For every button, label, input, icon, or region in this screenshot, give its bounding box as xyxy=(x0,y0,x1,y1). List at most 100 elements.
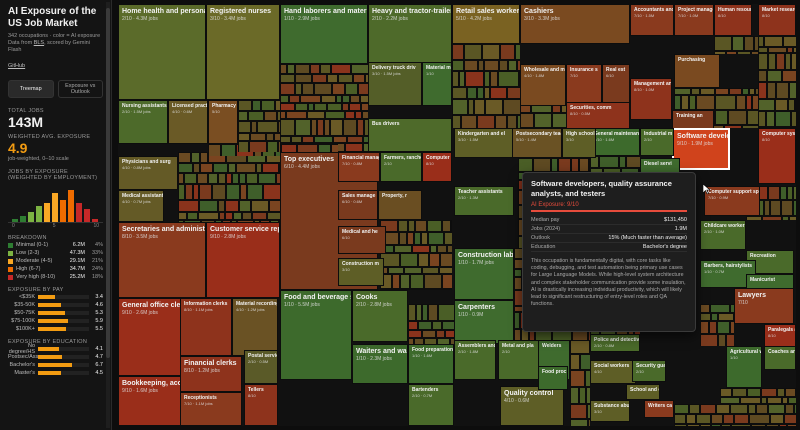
treemap-cell[interactable]: Childcare workers 2/10 · 1.0M xyxy=(700,220,746,250)
treemap-tile[interactable] xyxy=(442,220,451,232)
treemap-tile[interactable] xyxy=(507,115,517,128)
treemap-tile[interactable] xyxy=(700,304,710,313)
treemap-tile[interactable] xyxy=(533,158,551,172)
treemap-tile[interactable] xyxy=(358,83,368,95)
treemap-cell[interactable]: Insurance s 7/10 xyxy=(566,64,602,106)
treemap-cell[interactable]: Construction m 3/10 xyxy=(338,258,384,286)
treemap-tile[interactable] xyxy=(775,111,791,127)
treemap-tile[interactable] xyxy=(732,36,744,51)
treemap-tile[interactable] xyxy=(280,74,295,83)
treemap-tile[interactable] xyxy=(674,404,689,414)
treemap-cell[interactable]: Bus drivers xyxy=(368,118,452,152)
treemap-tile[interactable] xyxy=(461,115,477,128)
treemap-tile[interactable] xyxy=(795,99,796,111)
treemap-tile[interactable] xyxy=(260,220,270,222)
treemap-tile[interactable] xyxy=(787,47,793,53)
treemap-tile[interactable] xyxy=(689,404,700,414)
sidebar-scrollbar[interactable] xyxy=(106,2,110,428)
treemap-tile[interactable] xyxy=(734,414,749,424)
treemap-tile[interactable] xyxy=(199,200,218,212)
treemap-tile[interactable] xyxy=(338,74,353,83)
treemap-tile[interactable] xyxy=(740,397,761,404)
treemap-tile[interactable] xyxy=(361,103,368,111)
treemap-cell[interactable]: Writers ca xyxy=(644,400,674,418)
treemap-tile[interactable] xyxy=(347,136,363,143)
treemap-tile[interactable] xyxy=(781,200,793,216)
treemap-tile[interactable] xyxy=(716,404,730,414)
treemap-tile[interactable] xyxy=(700,88,715,95)
treemap-tile[interactable] xyxy=(193,163,200,173)
treemap-tile[interactable] xyxy=(427,220,442,232)
treemap-tile[interactable] xyxy=(219,212,225,220)
treemap-tile[interactable] xyxy=(767,397,782,404)
treemap-tile[interactable] xyxy=(193,184,199,200)
treemap-tile[interactable] xyxy=(215,220,222,222)
treemap-tile[interactable] xyxy=(280,83,295,95)
treemap-tile[interactable] xyxy=(399,232,407,245)
treemap-tile[interactable] xyxy=(766,424,779,426)
treemap-tile[interactable] xyxy=(484,87,490,99)
treemap-cell[interactable]: Coaches and xyxy=(764,346,796,370)
treemap-cell[interactable]: Computer syst 8/10 xyxy=(758,128,796,184)
treemap-cell[interactable]: Property, r xyxy=(378,190,422,220)
treemap-tile[interactable] xyxy=(280,119,295,136)
treemap-tile[interactable] xyxy=(187,212,198,220)
treemap-tile[interactable] xyxy=(248,111,264,121)
treemap-tile[interactable] xyxy=(459,71,465,87)
treemap-tile[interactable] xyxy=(558,158,571,172)
treemap-tile[interactable] xyxy=(208,173,218,184)
treemap-tile[interactable] xyxy=(261,100,275,111)
treemap-tile[interactable] xyxy=(360,95,368,103)
treemap-tile[interactable] xyxy=(439,267,452,274)
treemap-tile[interactable] xyxy=(696,414,711,424)
treemap-tile[interactable] xyxy=(514,269,522,277)
treemap-tile[interactable] xyxy=(330,119,343,136)
treemap-tile[interactable] xyxy=(791,53,796,70)
treemap-cell[interactable]: Project manager 7/10 · 1.0M xyxy=(674,4,714,36)
treemap-tile[interactable] xyxy=(780,186,787,200)
treemap-tile[interactable] xyxy=(178,212,187,220)
treemap-tile[interactable] xyxy=(715,110,728,125)
treemap-tile[interactable] xyxy=(418,321,432,330)
treemap-tile[interactable] xyxy=(280,136,291,143)
treemap-tile[interactable] xyxy=(452,115,461,128)
treemap-tile[interactable] xyxy=(178,220,184,222)
treemap-cell[interactable]: Postal servic 2/10 · 0.5M xyxy=(244,350,278,384)
treemap-tile[interactable] xyxy=(197,173,208,184)
treemap-cell[interactable]: Tellers 8/10 xyxy=(244,384,278,426)
treemap-cell[interactable]: Physicians and surg 4/10 · 0.8M jobs xyxy=(118,156,178,190)
treemap-tile[interactable] xyxy=(252,212,267,220)
treemap-tile[interactable] xyxy=(355,111,362,119)
treemap-tile[interactable] xyxy=(686,414,696,424)
treemap-tile[interactable] xyxy=(251,121,257,133)
treemap-tile[interactable] xyxy=(320,64,331,74)
treemap-tile[interactable] xyxy=(758,127,776,128)
treemap-tile[interactable] xyxy=(300,95,321,103)
treemap-tile[interactable] xyxy=(410,274,424,289)
treemap-tile[interactable] xyxy=(728,110,747,125)
treemap-tile[interactable] xyxy=(438,304,454,321)
treemap-tile[interactable] xyxy=(178,152,191,163)
treemap-tile[interactable] xyxy=(257,121,278,133)
treemap-tile[interactable] xyxy=(434,289,451,290)
treemap-tile[interactable] xyxy=(287,64,295,74)
treemap-tile[interactable] xyxy=(711,414,723,424)
treemap-tile[interactable] xyxy=(345,111,355,119)
treemap-cell[interactable]: Metal and pla 2/10 xyxy=(498,340,542,380)
treemap-cell[interactable]: Carpenters 1/10 · 0.9M xyxy=(454,300,514,344)
treemap-tile[interactable] xyxy=(498,71,519,87)
treemap-tile[interactable] xyxy=(752,95,758,110)
treemap-tile[interactable] xyxy=(732,388,747,397)
treemap-tile[interactable] xyxy=(414,232,421,245)
treemap-tile[interactable] xyxy=(730,404,748,414)
treemap-tile[interactable] xyxy=(742,88,749,95)
treemap-tile[interactable] xyxy=(286,111,307,119)
treemap-tile[interactable] xyxy=(236,163,256,173)
treemap-tile[interactable] xyxy=(490,71,498,87)
treemap-tile[interactable] xyxy=(571,158,579,172)
treemap-tile[interactable] xyxy=(788,99,795,111)
treemap-tile[interactable] xyxy=(570,370,585,387)
treemap-tile[interactable] xyxy=(477,87,484,99)
treemap-tile[interactable] xyxy=(394,245,412,253)
treemap-tile[interactable] xyxy=(238,111,248,121)
